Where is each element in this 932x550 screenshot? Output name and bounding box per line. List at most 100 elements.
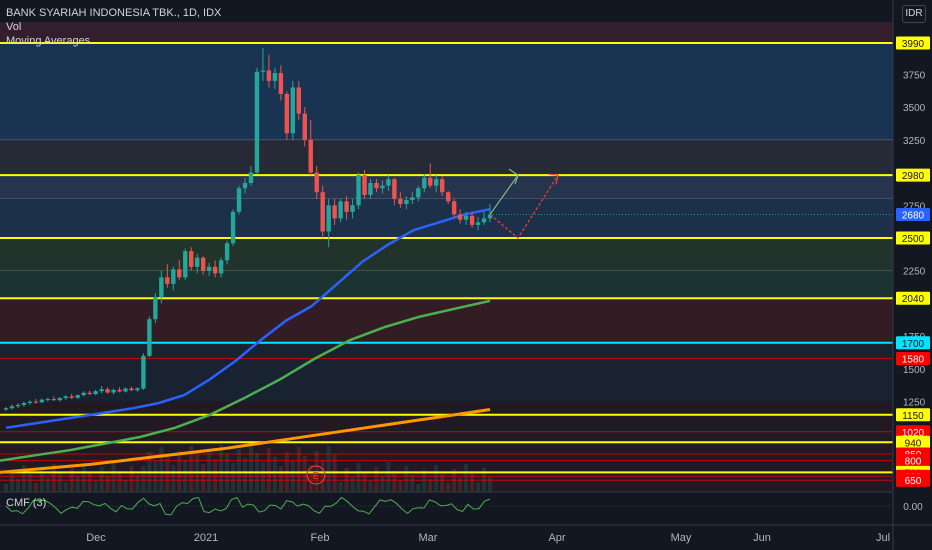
candle[interactable] <box>404 200 409 204</box>
volume-bar <box>422 470 427 492</box>
candle[interactable] <box>374 183 379 189</box>
candle[interactable] <box>362 175 367 195</box>
volume-indicator-label[interactable]: Vol <box>6 21 22 33</box>
candle[interactable] <box>135 388 140 391</box>
price-label-bg-2980 <box>896 168 930 182</box>
symbol-title[interactable]: BANK SYARIAH INDONESIA TBK., 1D, IDX <box>6 7 222 19</box>
moving-average-line-1[interactable] <box>5 207 491 430</box>
candle[interactable] <box>356 175 361 206</box>
candle[interactable] <box>195 257 200 267</box>
candle[interactable] <box>105 389 110 393</box>
candle[interactable] <box>87 392 92 395</box>
candle[interactable] <box>463 215 469 220</box>
candle[interactable] <box>487 214 493 219</box>
moving-average-line-2[interactable] <box>0 299 491 462</box>
candle[interactable] <box>111 389 116 393</box>
candle[interactable] <box>248 172 254 184</box>
candle[interactable] <box>332 205 337 219</box>
candle[interactable] <box>206 266 212 271</box>
candle[interactable] <box>236 188 242 212</box>
candle[interactable] <box>242 183 248 189</box>
candle[interactable] <box>457 214 463 220</box>
candle[interactable] <box>3 408 9 410</box>
projection-bullish-path[interactable] <box>489 174 519 215</box>
candle[interactable] <box>481 218 487 223</box>
candle[interactable] <box>9 406 15 409</box>
candle[interactable] <box>428 177 433 186</box>
candle[interactable] <box>380 185 385 189</box>
candle[interactable] <box>368 183 373 195</box>
candle[interactable] <box>224 243 230 261</box>
candle[interactable] <box>260 70 266 72</box>
candle[interactable] <box>416 188 421 198</box>
candle[interactable] <box>33 401 39 403</box>
candle[interactable] <box>129 388 134 391</box>
candle[interactable] <box>153 296 158 320</box>
candle[interactable] <box>39 399 45 403</box>
earnings-event-icon[interactable] <box>306 465 326 485</box>
cmf-line[interactable] <box>5 496 491 516</box>
zone-band <box>0 298 893 343</box>
candle[interactable] <box>302 113 307 140</box>
currency-badge[interactable]: IDR <box>902 5 926 23</box>
candle[interactable] <box>123 388 128 392</box>
candle[interactable] <box>51 399 57 401</box>
candle[interactable] <box>200 257 206 271</box>
candle[interactable] <box>445 192 451 202</box>
volume-bar <box>386 462 391 492</box>
candle[interactable] <box>159 277 164 297</box>
candle[interactable] <box>434 179 439 186</box>
candle[interactable] <box>266 70 272 81</box>
candle[interactable] <box>45 399 51 401</box>
zone-band <box>0 139 893 176</box>
candle[interactable] <box>272 73 278 81</box>
candle[interactable] <box>21 402 27 405</box>
candle[interactable] <box>439 179 445 193</box>
candle[interactable] <box>290 87 296 134</box>
moving-averages-label[interactable]: Moving Averages <box>6 35 91 47</box>
candle[interactable] <box>99 389 104 392</box>
candle[interactable] <box>344 201 349 212</box>
candle[interactable] <box>57 398 62 401</box>
candle[interactable] <box>147 319 152 356</box>
candle[interactable] <box>314 172 319 193</box>
moving-average-line-3[interactable] <box>0 408 491 474</box>
candle[interactable] <box>165 277 170 284</box>
candle[interactable] <box>254 71 260 173</box>
candle[interactable] <box>278 73 284 95</box>
candle[interactable] <box>475 222 481 225</box>
candle[interactable] <box>218 260 224 274</box>
candle[interactable] <box>15 404 21 407</box>
candle[interactable] <box>296 87 301 114</box>
candle[interactable] <box>183 251 188 278</box>
candle[interactable] <box>81 392 86 396</box>
candle[interactable] <box>326 205 331 232</box>
candle[interactable] <box>63 396 68 398</box>
candle[interactable] <box>469 215 475 225</box>
candle[interactable] <box>171 269 176 284</box>
candle[interactable] <box>320 192 325 232</box>
candle[interactable] <box>350 205 355 212</box>
candle[interactable] <box>69 396 74 398</box>
candle[interactable] <box>338 201 343 219</box>
candle[interactable] <box>141 355 146 389</box>
candle[interactable] <box>451 201 457 215</box>
candle[interactable] <box>212 266 218 274</box>
candle[interactable] <box>422 177 427 189</box>
candle[interactable] <box>75 395 80 398</box>
candle[interactable] <box>117 389 122 392</box>
candle[interactable] <box>189 251 194 267</box>
candle[interactable] <box>308 139 313 173</box>
candle[interactable] <box>177 269 182 278</box>
candle[interactable] <box>93 391 98 395</box>
candle[interactable] <box>284 94 290 134</box>
candle[interactable] <box>410 197 415 201</box>
projection-pullback-path[interactable] <box>489 174 559 239</box>
candle[interactable] <box>27 401 33 403</box>
candle[interactable] <box>230 211 236 244</box>
candle[interactable] <box>398 198 403 204</box>
candle[interactable] <box>386 179 391 186</box>
candle[interactable] <box>392 179 397 199</box>
